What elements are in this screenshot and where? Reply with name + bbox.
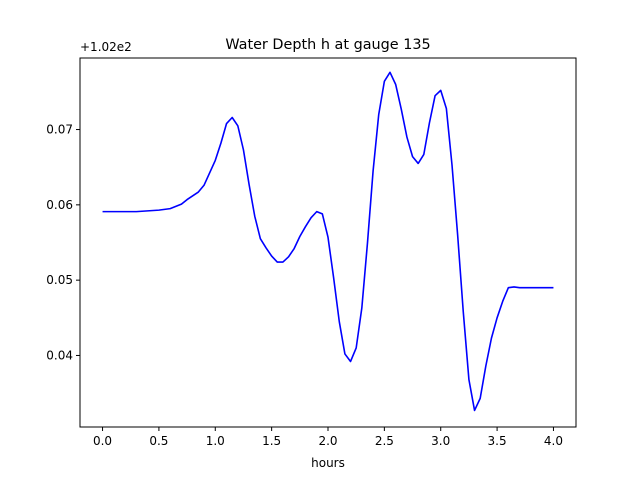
x-tick-label: 2.5 (375, 434, 394, 448)
x-tick-label: 0.5 (149, 434, 168, 448)
x-tick-label: 3.0 (431, 434, 450, 448)
x-tick-label: 4.0 (544, 434, 563, 448)
y-tick-label: 0.05 (46, 273, 73, 287)
plot-frame (79, 57, 577, 428)
y-tick-label: 0.06 (46, 198, 73, 212)
y-tick-label: 0.07 (46, 123, 73, 137)
x-tick-label: 1.0 (206, 434, 225, 448)
y-tick-label: 0.04 (46, 348, 73, 362)
chart-title: Water Depth h at gauge 135 (225, 37, 430, 53)
x-axis-label: hours (311, 456, 345, 470)
x-tick-label: 2.0 (318, 434, 337, 448)
series-line-0 (102, 71, 554, 412)
y-offset-label: +1.02e2 (80, 40, 132, 54)
x-tick-label: 0.0 (93, 434, 112, 448)
x-tick-label: 1.5 (262, 434, 281, 448)
x-tick-label: 3.5 (488, 434, 507, 448)
